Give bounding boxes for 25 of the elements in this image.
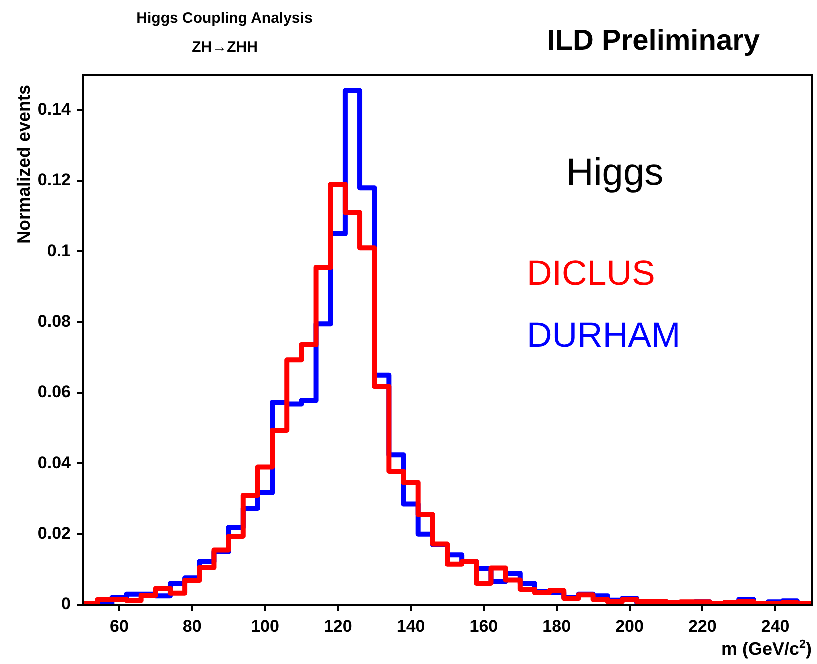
y-tick-label: 0.02 (38, 524, 71, 544)
x-tick-label: 200 (616, 616, 644, 636)
y-tick-label: 0.14 (38, 100, 72, 120)
y-tick-label: 0.12 (38, 170, 71, 190)
text: Higgs Coupling Analysis (136, 10, 313, 27)
x-tick-label: 120 (324, 616, 352, 636)
y-tick-label: 0.04 (38, 453, 72, 472)
y-tick-label: 0.1 (47, 241, 71, 260)
x-tick-label: 80 (182, 616, 202, 636)
x-tick-label: 220 (688, 616, 717, 636)
y-tick-label: 0.08 (38, 312, 71, 332)
y-tick-label: 0.06 (38, 382, 71, 402)
chart-title: ILD Preliminary (547, 25, 760, 57)
text: DICLUS (527, 254, 656, 293)
x-tick-label: 180 (542, 616, 572, 636)
x-tick-label: 140 (396, 616, 426, 636)
y-tick-label: 0 (62, 594, 71, 614)
x-tick-label: 100 (251, 616, 280, 636)
x-tick-label: 60 (110, 616, 129, 636)
text: ZH→ZHH (192, 39, 258, 56)
text: DURHAM (527, 316, 681, 355)
x-tick-label: 240 (761, 616, 790, 636)
annotation: Higgs (566, 152, 664, 194)
x-tick-label: 160 (470, 616, 498, 636)
y-axis-title: Normalized events (14, 84, 34, 244)
